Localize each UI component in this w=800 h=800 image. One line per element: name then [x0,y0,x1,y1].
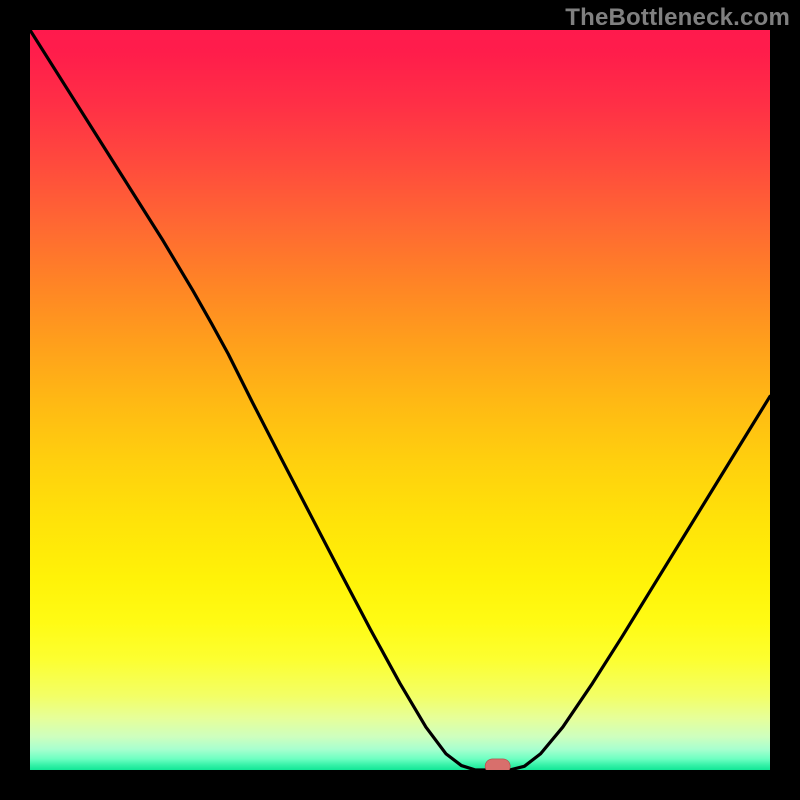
watermark-text: TheBottleneck.com [565,4,790,32]
plot-area [30,30,770,770]
chart-svg [30,30,770,770]
optimal-point-marker [485,759,510,770]
gradient-background [30,30,770,770]
chart-root: TheBottleneck.com [0,0,800,800]
